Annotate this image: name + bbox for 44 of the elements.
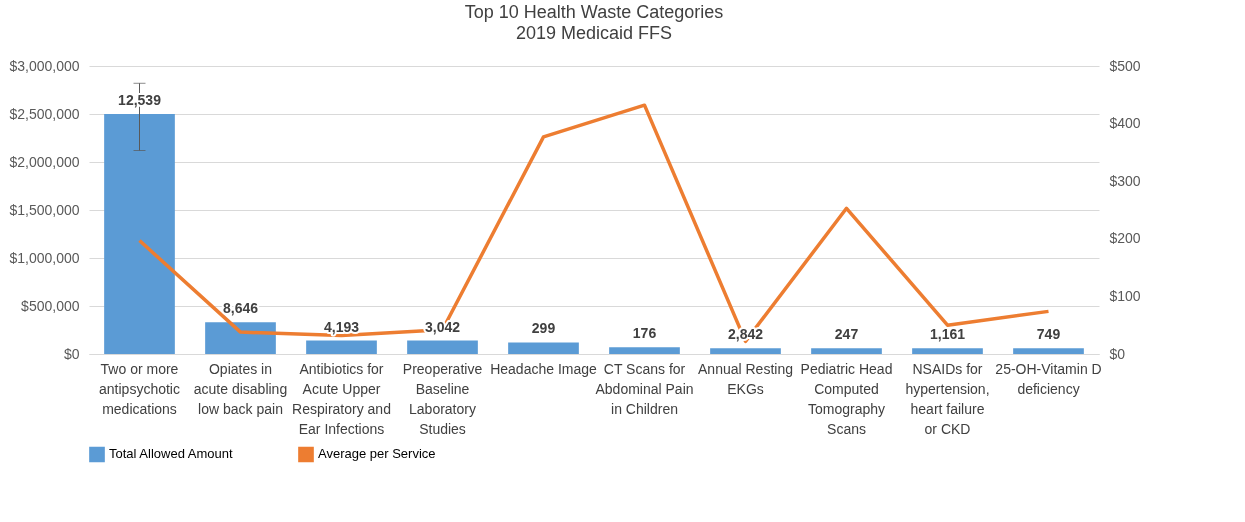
annotation: 176 — [632, 325, 657, 342]
x-tick-label: Annual Resting EKGs — [698, 360, 793, 397]
annotation: 4,193 — [323, 318, 360, 335]
x-tick-label: Antibiotics for Acute Upper Respiratory and Ear Infections — [292, 360, 391, 437]
legend-label: Average per Service — [318, 446, 436, 462]
y-tick-label: $2,000,000 — [9, 153, 80, 170]
y-tick-label: $0 — [63, 345, 80, 362]
chart-subtitle: 2019 Medicaid FFS — [515, 23, 673, 43]
x-tick-label: Two or more antipsychotic medications — [99, 360, 180, 417]
annotation: 247 — [834, 326, 859, 343]
x-tick-label: Opiates in acute disabling low back pain — [193, 360, 288, 417]
bar — [811, 348, 882, 354]
annotation: 749 — [1036, 326, 1061, 343]
bar — [1013, 348, 1084, 354]
y2-tick-label: $400 — [1109, 115, 1141, 132]
bar — [306, 340, 377, 354]
bar — [205, 322, 276, 354]
bar — [104, 114, 175, 354]
y2-tick-label: $0 — [1109, 345, 1126, 362]
x-tick-label: NSAIDs for hypertension, heart failure or CKD — [905, 360, 990, 437]
x-tick-label: Pediatric Head Computed Tomography Scans — [800, 360, 893, 437]
bar — [912, 348, 983, 354]
bar — [407, 340, 478, 354]
bar — [609, 347, 680, 354]
x-tick-label: CT Scans for Abdominal Pain in Children — [595, 360, 694, 417]
chart-title: Top 10 Health Waste Categories — [464, 2, 724, 22]
y-tick-label: $3,000,000 — [9, 57, 80, 74]
y2-tick-label: $300 — [1109, 172, 1141, 189]
y2-tick-label: $200 — [1109, 230, 1141, 247]
annotation: 1,161 — [929, 326, 966, 343]
y-tick-label: $500,000 — [21, 297, 80, 314]
y-tick-label: $2,500,000 — [9, 105, 80, 122]
y2-tick-label: $500 — [1109, 57, 1141, 74]
annotation: 8,646 — [222, 300, 259, 317]
x-tick-label: 25-OH-Vitamin D deficiency — [995, 360, 1102, 397]
annotation: 299 — [531, 320, 556, 337]
legend-label: Total Allowed Amount — [109, 446, 233, 462]
bar — [508, 342, 579, 354]
x-tick-label: Preoperative Baseline Laboratory Studies — [402, 360, 483, 437]
x-tick-label: Headache Image — [490, 360, 598, 377]
y2-tick-label: $100 — [1109, 287, 1141, 304]
y-tick-label: $1,500,000 — [9, 201, 80, 218]
y-tick-label: $1,000,000 — [9, 249, 80, 266]
bar — [710, 348, 781, 354]
